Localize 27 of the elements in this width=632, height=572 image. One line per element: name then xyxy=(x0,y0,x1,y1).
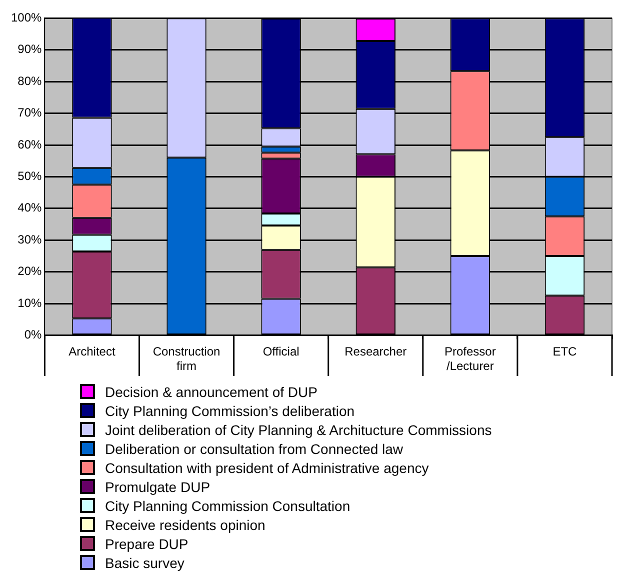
legend-label: Joint deliberation of City Planning & Architucture Commissions xyxy=(105,422,492,438)
legend-label: Prepare DUP xyxy=(105,536,188,552)
y-tick-label: 20% xyxy=(18,264,42,278)
y-tick-label: 100% xyxy=(10,10,42,25)
legend-label: City Planning Commission Consultation xyxy=(105,498,350,514)
y-tick-label: 70% xyxy=(18,106,42,120)
x-tick-label: Construction firm xyxy=(152,344,220,374)
x-tick-label: Professor /Lecturer xyxy=(444,344,496,374)
x-tick-label: Architect xyxy=(68,344,116,359)
legend-label: Receive residents opinion xyxy=(105,516,266,532)
y-tick-label: 30% xyxy=(18,232,42,246)
x-tick-label: ETC xyxy=(552,344,578,359)
x-tick-label: Researcher xyxy=(344,344,407,359)
y-tick-label: 90% xyxy=(18,42,42,56)
legend-label: Consultation with president of Administrative agency xyxy=(105,460,429,476)
x-tick-label: Official xyxy=(262,344,300,359)
y-tick-label: 40% xyxy=(18,200,42,215)
legend-label: Deliberation or consultation from Connected law xyxy=(105,440,404,456)
legend-label: Basic survey xyxy=(105,554,184,570)
legend-label: Promulgate DUP xyxy=(105,478,210,494)
y-tick-label: 0% xyxy=(24,328,42,342)
y-tick-label: 60% xyxy=(18,137,42,152)
legend-label: City Planning Commission’s deliberation xyxy=(105,402,355,418)
y-tick-label: 80% xyxy=(18,74,42,88)
y-tick-label: 10% xyxy=(18,296,42,310)
y-tick-label: 50% xyxy=(18,169,42,184)
legend-label: Decision & announcement of DUP xyxy=(105,384,318,400)
